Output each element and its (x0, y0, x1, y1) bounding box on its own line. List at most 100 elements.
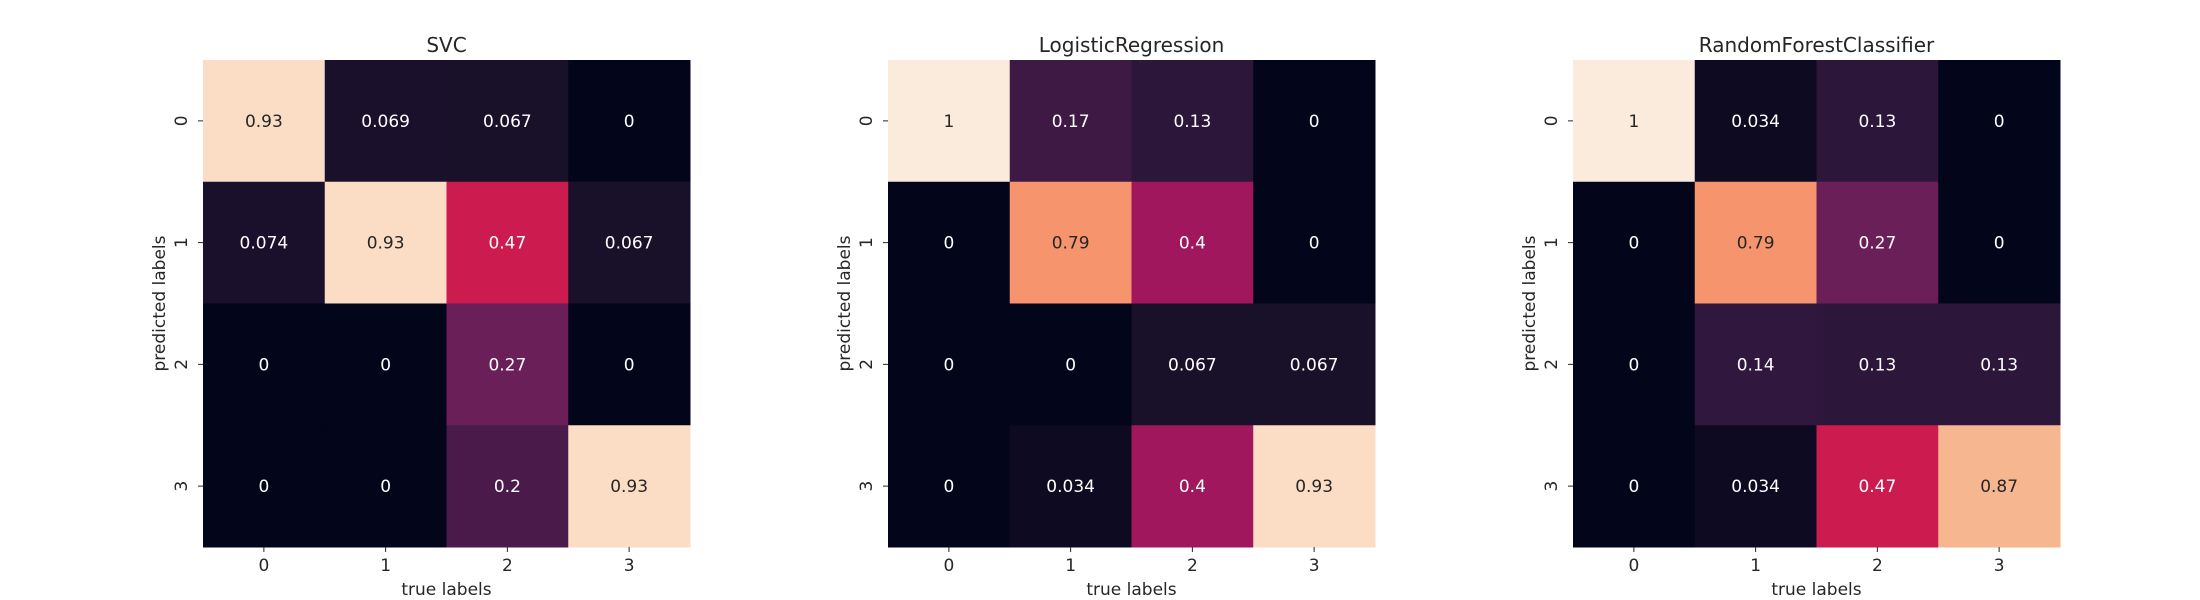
cell-label-1-0: 0 (1628, 234, 1639, 254)
heatmap-cell-3-0 (888, 425, 1011, 548)
heatmap-cell-1-3 (1938, 181, 2061, 304)
heatmap-cell-2-3 (1253, 303, 1376, 426)
heatmap-cell-0-1 (324, 60, 447, 183)
cell-label-3-0: 0 (1628, 477, 1639, 497)
cell-label-3-2: 0.2 (494, 477, 521, 497)
y-tick-label-1: 1 (172, 237, 192, 248)
cell-label-0-0: 1 (943, 112, 954, 132)
cell-label-2-3: 0.13 (1980, 355, 2018, 375)
heatmap-panel-1: 1 0.17 0.13 0 0 0.79 0.4 0 0 0 0.067 0.067 0 0.034 0.4… (835, 33, 1376, 600)
heatmap-cell-3-3 (568, 425, 691, 548)
cell-label-0-0: 1 (1628, 112, 1639, 132)
cell-label-3-1: 0.034 (1046, 477, 1095, 497)
heatmap-cell-2-1 (1009, 303, 1132, 426)
cell-label-1-2: 0.47 (488, 234, 526, 254)
heatmap-cell-2-1 (324, 303, 447, 426)
x-tick-label-3: 3 (624, 556, 635, 576)
cell-label-2-3: 0.067 (1290, 355, 1339, 375)
y-tick-label-0: 0 (172, 115, 192, 126)
cell-label-1-0: 0.074 (240, 234, 289, 254)
cell-label-2-1: 0.14 (1737, 355, 1775, 375)
x-tick-label-3: 3 (1994, 556, 2005, 576)
cell-label-1-1: 0.79 (1737, 234, 1775, 254)
y-tick-label-3: 3 (1542, 481, 1562, 492)
cell-label-1-2: 0.4 (1179, 234, 1206, 254)
cell-label-3-2: 0.47 (1858, 477, 1896, 497)
cell-label-2-0: 0 (1628, 355, 1639, 375)
heatmap-cell-3-0 (1573, 425, 1696, 548)
y-tick-label-2: 2 (172, 359, 192, 370)
cell-label-2-0: 0 (943, 355, 954, 375)
x-tick-label-3: 3 (1309, 556, 1320, 576)
chart-title: SVC (426, 33, 466, 57)
cell-label-0-1: 0.069 (361, 112, 410, 132)
x-axis-label: true labels (1771, 580, 1861, 600)
cell-label-2-1: 0 (380, 355, 391, 375)
cell-label-3-0: 0 (258, 477, 269, 497)
heatmap-cell-2-1 (1694, 303, 1817, 426)
heatmap-cell-2-2 (1816, 303, 1939, 426)
cell-label-1-1: 0.93 (367, 234, 405, 254)
x-tick-label-1: 1 (1065, 556, 1076, 576)
heatmap-cell-0-1 (1009, 60, 1132, 183)
cell-label-3-3: 0.93 (610, 477, 648, 497)
y-tick-label-0: 0 (857, 115, 877, 126)
y-tick-label-3: 3 (172, 481, 192, 492)
x-tick-label-2: 2 (1187, 556, 1198, 576)
cell-label-0-2: 0.067 (483, 112, 532, 132)
heatmap-cell-0-0 (888, 60, 1011, 183)
x-axis-label: true labels (1086, 580, 1176, 600)
x-tick-label-2: 2 (1872, 556, 1883, 576)
y-tick-label-0: 0 (1542, 115, 1562, 126)
y-tick-label-1: 1 (1542, 237, 1562, 248)
cell-label-3-2: 0.4 (1179, 477, 1206, 497)
x-tick-label-0: 0 (943, 556, 954, 576)
cell-label-1-3: 0.067 (605, 234, 654, 254)
cell-label-0-1: 0.17 (1052, 112, 1090, 132)
x-axis-label: true labels (401, 580, 491, 600)
cell-label-0-2: 0.13 (1858, 112, 1896, 132)
heatmap-cell-1-0 (1573, 181, 1696, 304)
cell-label-1-3: 0 (1309, 234, 1320, 254)
heatmap-cell-2-2 (446, 303, 569, 426)
heatmap-cell-0-2 (1131, 60, 1254, 183)
y-axis-label: predicted labels (150, 235, 170, 371)
cell-label-1-0: 0 (943, 234, 954, 254)
chart-title: LogisticRegression (1039, 33, 1225, 57)
heatmap-cell-1-1 (1694, 181, 1817, 304)
x-tick-label-1: 1 (1750, 556, 1761, 576)
heatmap-cell-3-1 (1009, 425, 1132, 548)
cell-label-2-2: 0.067 (1168, 355, 1217, 375)
cell-label-0-0: 0.93 (245, 112, 283, 132)
heatmap-panel-0: 0.93 0.069 0.067 0 0.074 0.93 0.47 0.067 0 0 0.27 0… (150, 33, 691, 600)
heatmap-cell-1-2 (1816, 181, 1939, 304)
x-tick-label-0: 0 (258, 556, 269, 576)
heatmap-cell-0-2 (1816, 60, 1939, 183)
heatmap-cell-0-0 (203, 60, 326, 183)
cell-label-0-3: 0 (624, 112, 635, 132)
cell-label-0-2: 0.13 (1173, 112, 1211, 132)
heatmap-cell-2-3 (568, 303, 691, 426)
cell-label-3-3: 0.87 (1980, 477, 2018, 497)
heatmap-cell-3-1 (324, 425, 447, 548)
y-axis-label: predicted labels (835, 235, 855, 371)
heatmap-cell-1-3 (568, 181, 691, 304)
cell-label-2-0: 0 (258, 355, 269, 375)
heatmap-cell-3-3 (1938, 425, 2061, 548)
heatmap-cell-1-1 (1009, 181, 1132, 304)
cell-label-3-3: 0.93 (1295, 477, 1333, 497)
cell-label-2-3: 0 (624, 355, 635, 375)
chart-title: RandomForestClassifier (1699, 33, 1935, 57)
y-tick-label-2: 2 (857, 359, 877, 370)
x-tick-label-2: 2 (502, 556, 513, 576)
heatmap-cell-3-3 (1253, 425, 1376, 548)
heatmap-cell-2-3 (1938, 303, 2061, 426)
heatmap-cell-3-2 (446, 425, 569, 548)
x-tick-label-0: 0 (1628, 556, 1639, 576)
cell-label-2-2: 0.27 (488, 355, 526, 375)
heatmap-cell-2-0 (888, 303, 1011, 426)
y-tick-label-1: 1 (857, 237, 877, 248)
y-tick-label-2: 2 (1542, 359, 1562, 370)
cell-label-2-2: 0.13 (1858, 355, 1896, 375)
